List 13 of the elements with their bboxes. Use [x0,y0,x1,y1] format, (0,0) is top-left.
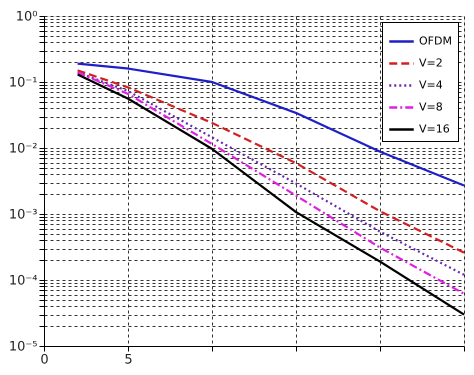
y-tick-label: 10⁻⁴ [8,274,38,288]
legend-label: OFDM [419,34,452,48]
legend-label: V=4 [419,78,443,92]
legend-label: V=8 [419,100,443,114]
x-tick-label: 5 [124,352,133,368]
y-tick-label: 10⁻³ [8,208,38,222]
x-tick-label: 0 [40,352,49,368]
legend-label: V=2 [419,56,443,70]
legend-label: V=16 [419,122,450,136]
y-tick-label: 10⁻² [8,142,38,156]
y-tick-label: 10⁻⁵ [8,340,38,354]
y-tick-label: 10⁰ [16,10,38,24]
y-tick-label: 10⁻¹ [8,76,38,90]
